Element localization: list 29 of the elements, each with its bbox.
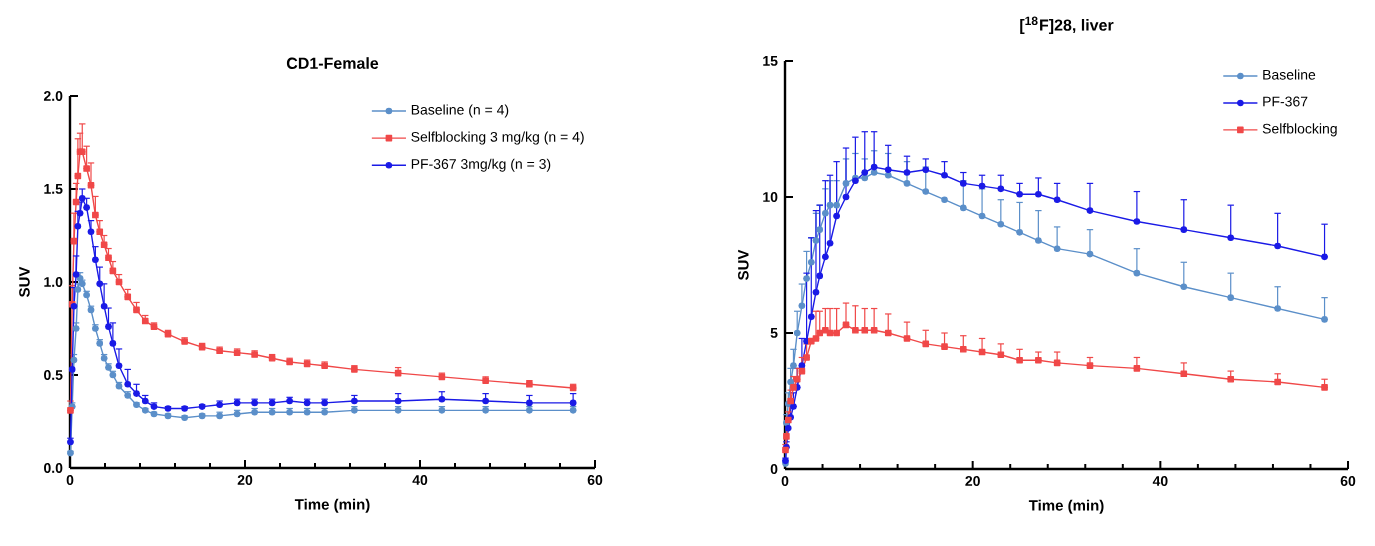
x-tick-label: 40 <box>412 475 428 485</box>
x-tick-label: 20 <box>965 476 980 486</box>
legend-label: Selfblocking <box>1262 123 1337 137</box>
y-tick-label: 1.5 <box>44 184 63 194</box>
y-tick-label: 1.0 <box>44 277 63 287</box>
y-axis-title: SUV <box>19 266 30 297</box>
y-tick-label: 0 <box>770 464 778 474</box>
x-axis-title: Time (min) <box>294 498 370 513</box>
x-axis-title: Time (min) <box>1028 499 1104 514</box>
y-tick-label: 10 <box>763 192 778 202</box>
y-tick-label: 5 <box>770 328 778 338</box>
legend-label: PF-367 <box>1263 96 1308 107</box>
y-tick-label: 2.0 <box>43 91 63 101</box>
legend-label: Baseline <box>1263 69 1316 80</box>
chart-title: CD1-Female <box>286 57 379 69</box>
legend-label: Selfblocking 3 mg/kg (n = 4) <box>411 131 584 145</box>
x-tick-label: 60 <box>1340 476 1356 486</box>
x-tick-label: 20 <box>237 475 253 485</box>
x-tick-label: 40 <box>1152 476 1168 486</box>
x-tick-label: 0 <box>781 476 789 486</box>
legend-label: PF-367 3mg/kg (n = 3) <box>411 158 551 172</box>
y-tick-label: 15 <box>763 56 778 66</box>
y-tick-label: 0.5 <box>44 370 63 380</box>
y-axis-title: SUV <box>738 249 749 280</box>
x-tick-label: 0 <box>66 475 74 485</box>
y-tick-label: 0.0 <box>44 463 63 473</box>
chart-title: [$^{18}$F]28, liver <box>1020 16 1114 34</box>
x-tick-label: 60 <box>587 475 603 485</box>
legend-label: Baseline (n = 4) <box>411 104 509 118</box>
